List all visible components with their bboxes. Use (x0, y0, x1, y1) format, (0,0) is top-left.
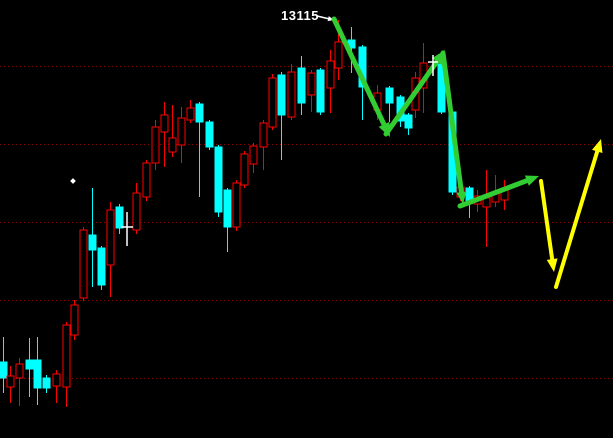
candle-body-down (385, 87, 394, 104)
candle-body-up (142, 162, 151, 198)
candle-body-down (88, 234, 97, 251)
candle-body-up (168, 137, 177, 153)
candle-body-up (177, 117, 186, 146)
candle-body-up (334, 41, 343, 69)
diamond-marker (70, 178, 76, 184)
candle-body-up (132, 192, 141, 231)
candle-body-up (240, 153, 249, 186)
candle-body-up (151, 126, 160, 164)
price-annotation: 13115 (281, 8, 319, 23)
candle-body-down (316, 69, 325, 113)
candle-body-down (115, 206, 124, 229)
candle-body-down (25, 359, 34, 370)
candle-body-down (195, 103, 204, 123)
candle-body-up (70, 304, 79, 336)
candle-body-down (0, 361, 8, 379)
candle-body-down (404, 114, 413, 129)
candle-body-down (297, 67, 306, 104)
candle-body-down (205, 121, 214, 148)
trend-leg-down-1 (331, 16, 388, 129)
candle-body-down (97, 247, 106, 286)
candle-body-down (42, 377, 51, 389)
candle-body-down (223, 189, 232, 228)
candle-body-up (79, 229, 88, 299)
trend-leg-up-2 (457, 177, 532, 209)
forecast-leg-up-head (591, 139, 603, 154)
candle-body-up (259, 122, 268, 148)
candle-body-up (15, 363, 24, 379)
trend-leg-down-2 (440, 50, 465, 197)
annotation-arrow (316, 15, 331, 20)
trend-leg-down-2-head (456, 191, 467, 204)
candle-body-up (52, 373, 61, 387)
candle-body-up (268, 77, 277, 128)
candle-body-down (277, 74, 286, 116)
candle-body-up (106, 209, 115, 266)
candle-body-up (249, 145, 258, 165)
candle-body-down (214, 146, 223, 213)
candle-body-up (6, 375, 15, 388)
candle-body-up (160, 114, 169, 133)
candle-body-up (326, 60, 335, 89)
forecast-leg-up (554, 147, 600, 289)
candle-body-up (307, 72, 316, 96)
forecast-leg-down (539, 179, 555, 264)
candle-body-up (232, 182, 241, 228)
candle-body-down (33, 359, 42, 389)
candle-body-up (62, 324, 71, 388)
forecast-leg-down-head (546, 258, 558, 272)
candle-body-up (186, 107, 195, 121)
trend-leg-up-2-head (524, 175, 539, 186)
candle-body-up (287, 71, 296, 118)
trend-leg-up-1 (383, 57, 441, 137)
